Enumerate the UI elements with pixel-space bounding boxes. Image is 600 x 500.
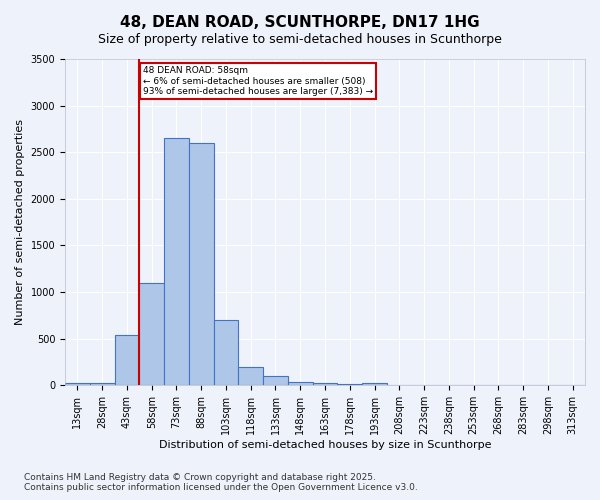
Bar [189,143,214,386]
Text: Size of property relative to semi-detached houses in Scunthorpe: Size of property relative to semi-detach… [98,32,502,46]
Bar [337,384,362,386]
Bar [139,283,164,386]
Bar [214,320,238,386]
Bar [238,366,263,386]
Bar [313,384,337,386]
Text: 48, DEAN ROAD, SCUNTHORPE, DN17 1HG: 48, DEAN ROAD, SCUNTHORPE, DN17 1HG [120,15,480,30]
Bar [90,382,115,386]
Bar [263,376,288,386]
Bar [115,335,139,386]
Bar [362,383,387,386]
Text: 48 DEAN ROAD: 58sqm
← 6% of semi-detached houses are smaller (508)
93% of semi-d: 48 DEAN ROAD: 58sqm ← 6% of semi-detache… [143,66,373,96]
Bar [288,382,313,386]
Bar [65,382,90,386]
Bar [164,138,189,386]
X-axis label: Distribution of semi-detached houses by size in Scunthorpe: Distribution of semi-detached houses by … [159,440,491,450]
Y-axis label: Number of semi-detached properties: Number of semi-detached properties [15,119,25,325]
Text: Contains HM Land Registry data © Crown copyright and database right 2025.
Contai: Contains HM Land Registry data © Crown c… [24,473,418,492]
